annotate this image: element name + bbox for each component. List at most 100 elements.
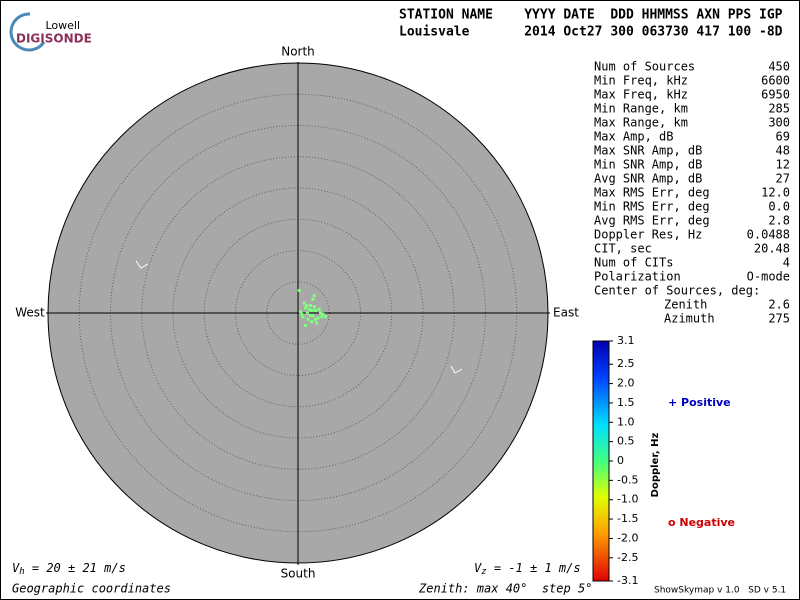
stat-value: 2.8 bbox=[768, 214, 790, 228]
stat-label: Max Freq, kHz bbox=[594, 88, 688, 102]
source-point bbox=[311, 297, 315, 301]
colorbar-tick-label: -0.5 bbox=[617, 473, 638, 486]
logo-swoosh bbox=[9, 12, 46, 52]
stat-label: Min RMS Err, deg bbox=[594, 200, 710, 214]
colorbar-tick-label: -1.5 bbox=[617, 512, 638, 525]
stat-value: 4 bbox=[783, 256, 790, 270]
source-point bbox=[305, 304, 309, 307]
version: ShowSkymap v 1.0 SD v 5.1 bbox=[654, 586, 786, 596]
source-point bbox=[310, 309, 314, 312]
colorbar-label: Doppler, Hz bbox=[650, 433, 661, 498]
source-point bbox=[317, 307, 321, 311]
zenith-note: Zenith: max 40° step 5° bbox=[418, 582, 592, 596]
stat-label: Max Range, km bbox=[594, 116, 688, 130]
stat-label: Num of Sources bbox=[594, 60, 695, 74]
stat-value: 285 bbox=[768, 102, 790, 116]
stat-label: Num of CITs bbox=[594, 256, 673, 270]
source-point bbox=[299, 310, 302, 314]
colorbar-tick-label: -2.5 bbox=[617, 551, 638, 564]
vz-symbol: V bbox=[474, 561, 482, 575]
stat-value: 12.0 bbox=[761, 186, 790, 200]
source-point bbox=[297, 289, 301, 292]
source-point bbox=[301, 315, 305, 319]
stat-value: 69 bbox=[776, 130, 790, 144]
vh-text: = 20 ± 21 m/s bbox=[25, 561, 126, 575]
vh-sub: h bbox=[19, 567, 24, 577]
vh-symbol: V bbox=[12, 561, 20, 575]
stat-label: CIT, sec bbox=[594, 242, 652, 256]
dir-north: North bbox=[281, 45, 315, 59]
vz: Vz = -1 ± 1 m/s bbox=[474, 561, 581, 577]
center-value: 2.6 bbox=[768, 298, 790, 312]
stat-label: Min Freq, kHz bbox=[594, 74, 688, 88]
source-point bbox=[314, 309, 317, 312]
dir-east: East bbox=[553, 306, 579, 320]
colorbar-tick-label: 2.5 bbox=[617, 357, 635, 370]
stat-value: 12 bbox=[776, 158, 790, 172]
dir-west: West bbox=[15, 306, 45, 320]
colorbar-tick-label: 1.0 bbox=[617, 415, 635, 428]
stat-value: O-mode bbox=[747, 270, 790, 284]
colorbar-tick-label: -3.1 bbox=[617, 574, 638, 587]
stat-label: Min Range, km bbox=[594, 102, 688, 116]
colorbar-tick-label: 1.5 bbox=[617, 396, 635, 409]
source-point bbox=[302, 301, 306, 305]
colorbar-tick-label: -2.0 bbox=[617, 531, 638, 544]
vh: Vh = 20 ± 21 m/s bbox=[12, 561, 126, 577]
source-point bbox=[306, 317, 310, 321]
vz-text: = -1 ± 1 m/s bbox=[487, 561, 581, 575]
center-value: 275 bbox=[768, 312, 790, 326]
source-point bbox=[321, 312, 325, 316]
source-point bbox=[312, 305, 316, 309]
stat-label: Min SNR Amp, dB bbox=[594, 158, 702, 172]
stat-value: 0.0 bbox=[768, 200, 790, 214]
marker bbox=[135, 260, 149, 269]
source-point bbox=[311, 314, 315, 317]
source-point bbox=[300, 312, 304, 316]
source-point bbox=[309, 314, 312, 317]
colorbar bbox=[592, 340, 610, 582]
stat-value: 0.0488 bbox=[747, 228, 790, 242]
dir-south: South bbox=[281, 567, 316, 581]
center-title: Center of Sources, deg: bbox=[594, 284, 760, 298]
center-label: Zenith bbox=[664, 298, 707, 312]
stat-label: Max Amp, dB bbox=[594, 130, 673, 144]
colorbar-tick-label: 0.5 bbox=[617, 435, 635, 448]
stat-value: 48 bbox=[776, 144, 790, 158]
stat-value: 6600 bbox=[761, 74, 790, 88]
stat-label: Max RMS Err, deg bbox=[594, 186, 710, 200]
logo-bottom: DIGISONDE bbox=[16, 32, 92, 46]
logo-top: Lowell bbox=[45, 19, 80, 32]
center-label: Azimuth bbox=[664, 312, 715, 326]
source-point bbox=[307, 307, 311, 311]
marker bbox=[450, 365, 463, 374]
source-point bbox=[309, 304, 312, 307]
header-columns: STATION NAME YYYY DATE DDD HHMMSS AXN PP… bbox=[399, 8, 783, 23]
source-point bbox=[316, 316, 320, 320]
stat-label: Avg RMS Err, deg bbox=[594, 214, 710, 228]
stat-value: 300 bbox=[768, 116, 790, 130]
source-point bbox=[304, 324, 307, 327]
stat-label: Avg SNR Amp, dB bbox=[594, 172, 702, 186]
vz-sub: z bbox=[481, 567, 486, 577]
stat-label: Doppler Res, Hz bbox=[594, 228, 702, 242]
source-point bbox=[304, 306, 307, 310]
source-point bbox=[315, 321, 319, 325]
legend-negative: o Negative bbox=[668, 516, 735, 529]
colorbar-tick-label: 3.1 bbox=[617, 334, 635, 347]
source-point bbox=[314, 317, 317, 321]
coords: Geographic coordinates bbox=[12, 582, 171, 596]
stat-value: 27 bbox=[776, 172, 790, 186]
colorbar-tick-label: 2.0 bbox=[617, 377, 635, 390]
stat-value: 20.48 bbox=[754, 242, 790, 256]
colorbar-tick-label: 0 bbox=[617, 454, 624, 467]
colorbar-tick-label: -1.0 bbox=[617, 493, 638, 506]
stat-value: 450 bbox=[768, 60, 790, 74]
source-point bbox=[324, 315, 327, 319]
source-point bbox=[310, 320, 314, 324]
stat-label: Max SNR Amp, dB bbox=[594, 144, 702, 158]
source-point bbox=[312, 294, 316, 297]
legend-positive: + Positive bbox=[668, 396, 731, 409]
header-values: Louisvale 2014 Oct27 300 063730 417 100 … bbox=[399, 25, 783, 40]
